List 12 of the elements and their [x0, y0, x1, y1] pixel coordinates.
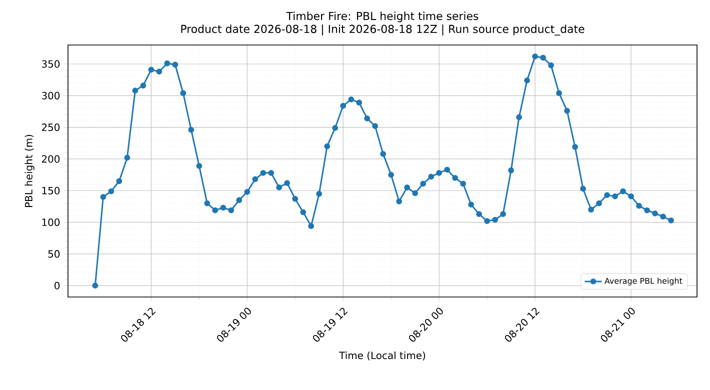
y-tick-label: 250: [42, 124, 60, 132]
chart-subtitle: Product date 2026-08-18 | Init 2026-08-18 12Z | Run source product_date: [181, 24, 584, 36]
chart-title: Timber Fire: PBL height time series: [286, 12, 478, 22]
y-tick-label: 0: [54, 282, 60, 290]
y-tick-label: 350: [42, 60, 60, 68]
y-axis-title: PBL height (m): [24, 134, 34, 207]
y-tick-label: 200: [42, 155, 60, 163]
y-tick-label: 150: [42, 186, 60, 194]
y-tick-label: 100: [42, 218, 60, 226]
y-tick-label: 50: [48, 250, 60, 258]
x-axis-title: Time (Local time): [339, 351, 426, 360]
y-tick-label: 300: [42, 92, 60, 100]
